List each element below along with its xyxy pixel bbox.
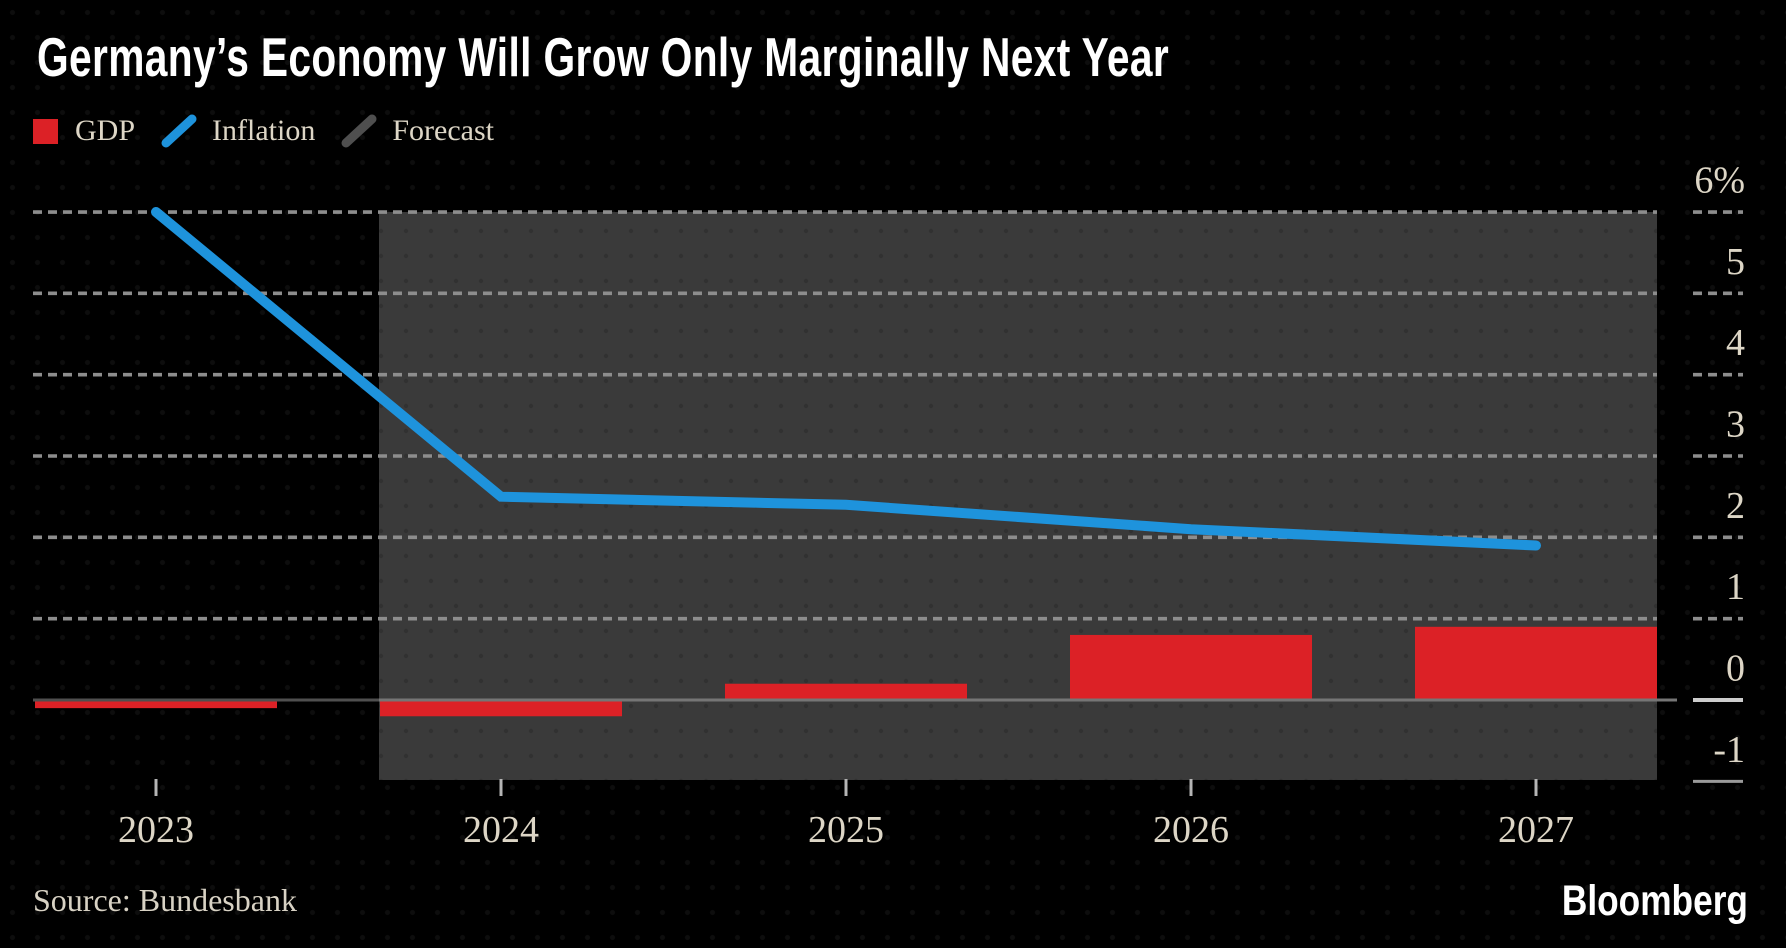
y-axis-label: -1 <box>1713 729 1745 771</box>
y-axis-label: 6% <box>1694 160 1745 202</box>
gdp-bar <box>1070 634 1312 700</box>
x-axis-label: 2025 <box>808 809 884 851</box>
x-axis-label: 2026 <box>1153 809 1229 851</box>
source-attribution: Source: Bundesbank <box>33 882 297 918</box>
inflation-line <box>151 207 1541 551</box>
y-axis-label: 5 <box>1726 241 1745 283</box>
gdp-bar <box>35 700 277 709</box>
x-axis-label: 2027 <box>1498 809 1574 851</box>
y-axis-label: 3 <box>1726 404 1745 446</box>
inflation-legend-label: Inflation <box>212 114 316 147</box>
x-axis-label: 2024 <box>463 809 539 851</box>
gdp-bar <box>1415 626 1657 700</box>
gdp-legend-label: GDP <box>75 114 136 147</box>
forecast-legend-line-icon <box>341 114 377 148</box>
bloomberg-logo: Bloomberg <box>1561 877 1748 925</box>
forecast-legend-label: Forecast <box>392 114 494 147</box>
gdp-legend-swatch-icon <box>33 118 58 144</box>
y-axis-label: 4 <box>1726 322 1745 364</box>
x-axis-label: 2023 <box>118 809 194 851</box>
y-axis-label: 0 <box>1726 648 1745 690</box>
y-axis-label: 1 <box>1726 566 1745 608</box>
legend: GDP Inflation Forecast <box>33 113 494 149</box>
inflation-legend-line-icon <box>161 114 197 148</box>
chart-title: Germany’s Economy Will Grow Only Margina… <box>37 26 1170 88</box>
gdp-bar <box>725 683 967 700</box>
y-axis-label: 2 <box>1726 485 1745 527</box>
gdp-bar <box>380 700 622 717</box>
